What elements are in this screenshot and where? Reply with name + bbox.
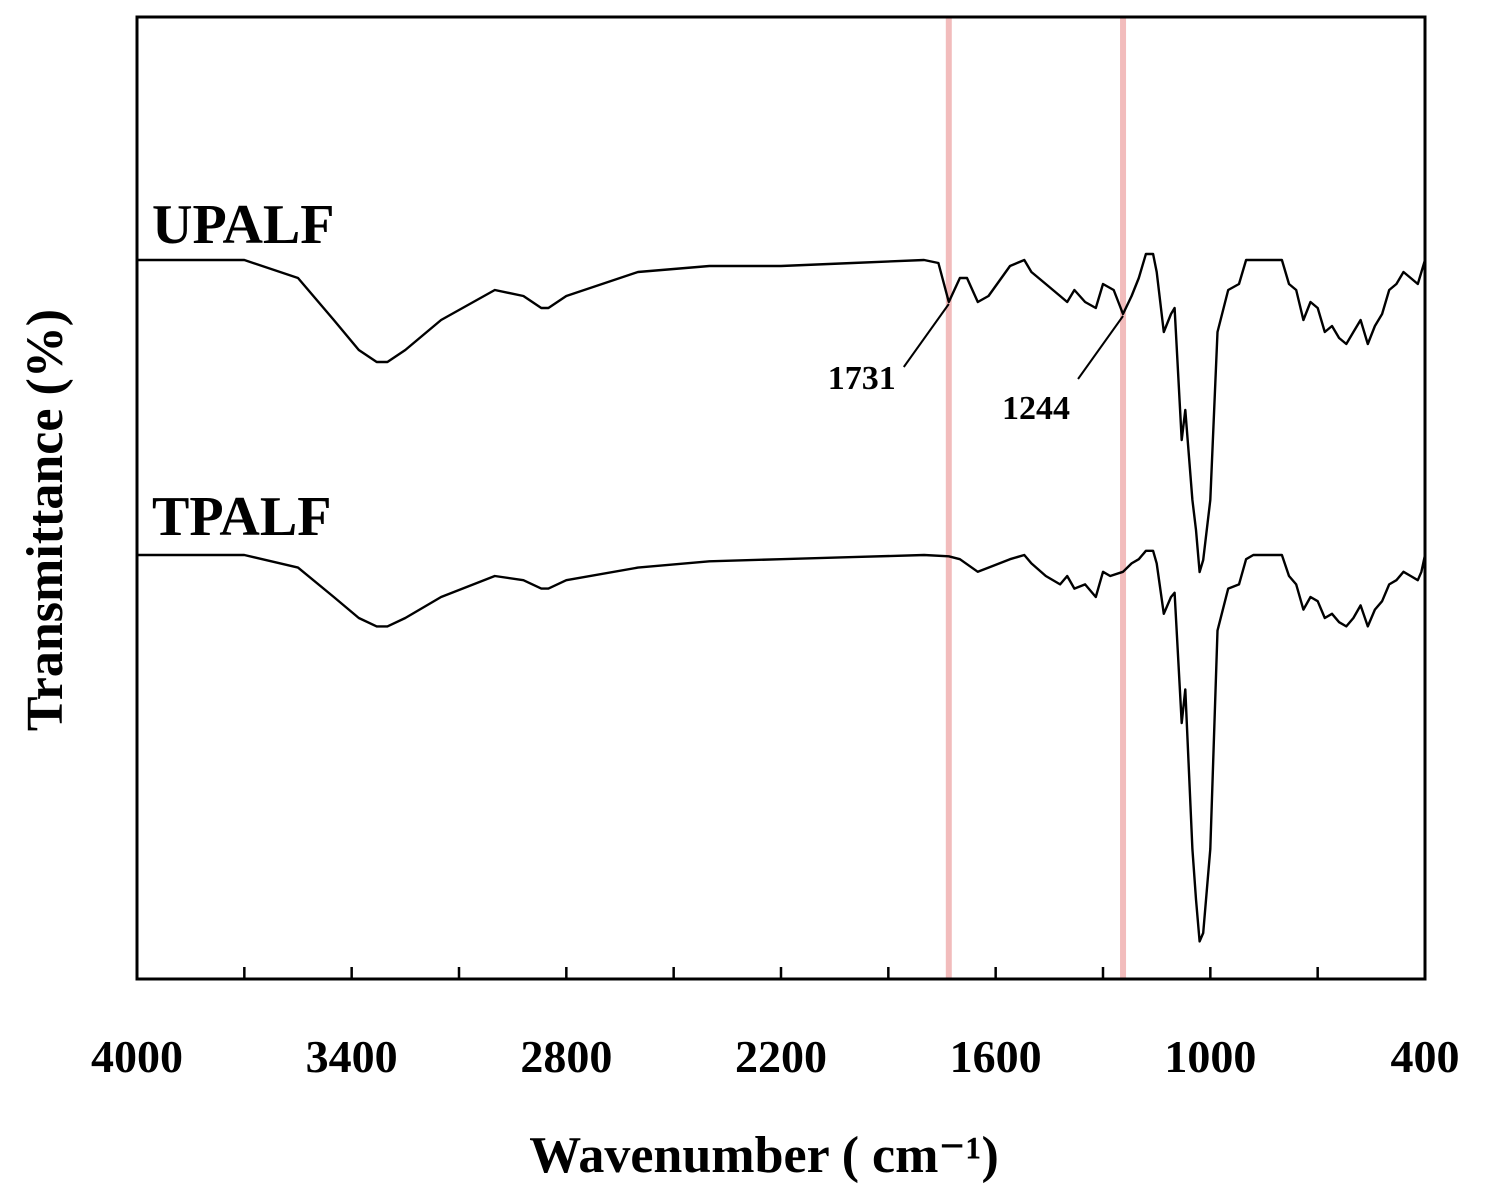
highlight-bands: [945, 17, 1127, 979]
annotation-label-1244: 1244: [1002, 390, 1070, 427]
series-label-upalf: UPALF: [152, 194, 335, 256]
series-label-tpalf: TPALF: [152, 486, 331, 548]
x-tick-label: 1600: [950, 1031, 1042, 1082]
x-tick-label: 1000: [1164, 1031, 1256, 1082]
peak-annotations: 1731 1244: [828, 303, 1124, 427]
series-line-upalf: [137, 252, 1427, 574]
x-tick-label: 2200: [735, 1031, 827, 1082]
annotation-leader: [1077, 315, 1124, 380]
x-tick-label: 3400: [306, 1031, 398, 1082]
annotation-label-1731: 1731: [828, 360, 896, 397]
x-axis-title: Wavenumber ( cm⁻¹): [529, 1127, 999, 1184]
x-tick-label: 400: [1391, 1031, 1460, 1082]
x-tick-label: 2800: [520, 1031, 612, 1082]
annotation-leader: [902, 303, 950, 368]
series-group: [137, 252, 1427, 943]
series-line-tpalf: [137, 549, 1427, 943]
y-axis-title: Transmittance (%): [17, 309, 74, 731]
x-axis-ticks: 4000 3400 2800 2200 1600 1000 400: [91, 967, 1460, 1082]
x-tick-label: 4000: [91, 1031, 183, 1082]
